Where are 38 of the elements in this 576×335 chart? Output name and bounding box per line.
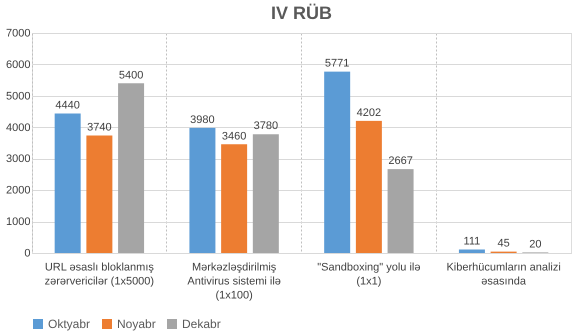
- data-label: 3780: [254, 120, 278, 132]
- data-label: 3740: [87, 121, 112, 134]
- bar: [118, 83, 144, 253]
- data-label: 3980: [190, 114, 215, 126]
- bar: [189, 128, 216, 253]
- bar: [252, 134, 279, 253]
- data-label: 20: [529, 238, 542, 250]
- data-label: 5400: [118, 69, 144, 82]
- bar: [86, 135, 112, 253]
- legend-label: Oktyabr: [48, 317, 90, 331]
- y-tick-label: 5000: [6, 90, 30, 102]
- x-tick-label: "Sandboxing" yolu ilə (1x1): [317, 262, 420, 288]
- bar: [54, 113, 81, 253]
- x-tick-label: Kiberhücumların analizi əsasında: [446, 262, 561, 288]
- y-tick-label: 3000: [6, 153, 30, 166]
- y-tick-label: 7000: [6, 28, 30, 40]
- y-tick-label: 4000: [6, 122, 30, 134]
- data-label: 5771: [324, 58, 350, 70]
- x-tick-label: URL əsaslı bloklanmış zərərvericilər (1x5000): [44, 262, 154, 288]
- x-tick-label: Mərkəzləşdirilmiş Antivirus sistemi ilə (1x100): [187, 262, 281, 302]
- data-label: 4440: [55, 99, 80, 112]
- data-label: 4202: [356, 106, 382, 119]
- bar: [221, 144, 248, 253]
- bar: [356, 120, 382, 253]
- y-tick-label: 0: [24, 248, 30, 260]
- legend-label: Dekabr: [182, 317, 221, 331]
- bar: [388, 169, 414, 253]
- bar: [324, 72, 350, 253]
- data-label: 3460: [222, 130, 246, 142]
- data-label: 45: [498, 238, 510, 250]
- data-label: 2667: [388, 155, 413, 168]
- bar: [458, 250, 485, 253]
- data-label: 111: [464, 236, 480, 248]
- y-tick-label: 6000: [6, 58, 30, 71]
- chart-title: IV RÜB: [270, 3, 332, 23]
- y-tick-label: 2000: [6, 184, 30, 197]
- y-tick-label: 1000: [6, 216, 30, 228]
- legend-label: Noyabr: [117, 317, 156, 331]
